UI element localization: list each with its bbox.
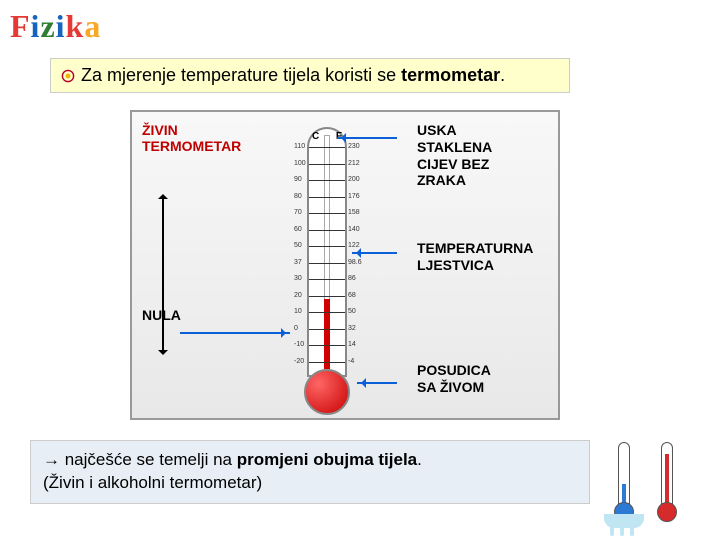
arrow-nula (180, 332, 290, 334)
callout-top-text: Za mjerenje temperature tijela koristi s… (81, 65, 401, 85)
bullet-icon (61, 69, 75, 83)
mini-thermometers (610, 437, 700, 522)
label-termometar: TERMOMETAR (142, 138, 241, 155)
arrow-tube (337, 137, 397, 139)
arrow-scale (352, 252, 397, 254)
thermometer-diagram: ŽIVIN TERMOMETAR NULA C F 11023010021290… (130, 110, 560, 420)
mini-thermo-cold (610, 442, 638, 522)
callout-top-strong: termometar (401, 65, 500, 85)
thermometer: C F 110230100212902008017670158601405012… (282, 127, 372, 407)
label-nula: NULA (142, 307, 181, 324)
thermometer-mercury (324, 299, 330, 369)
callout-bottom-line2: (Živin i alkoholni termometar) (43, 473, 262, 492)
nula-axis (162, 197, 164, 352)
label-scale: TEMPERATURNA LJESTVICA (417, 240, 533, 274)
callout-bottom-strong: promjeni obujma tijela (237, 450, 417, 469)
arrow-glyph: → (43, 450, 60, 469)
mini-thermo-hot (653, 442, 681, 522)
arrow-bulb (357, 382, 397, 384)
label-zivin: ŽIVIN (142, 122, 178, 139)
label-tube: USKA STAKLENA CIJEV BEZ ZRAKA (417, 122, 492, 189)
logo: Fizika (10, 8, 101, 45)
callout-bottom: → najčešće se temelji na promjeni obujma… (30, 440, 590, 504)
ice-icon (604, 514, 644, 528)
callout-top: Za mjerenje temperature tijela koristi s… (50, 58, 570, 93)
thermometer-bulb (304, 369, 350, 415)
label-bulb: POSUDICA SA ŽIVOM (417, 362, 491, 396)
